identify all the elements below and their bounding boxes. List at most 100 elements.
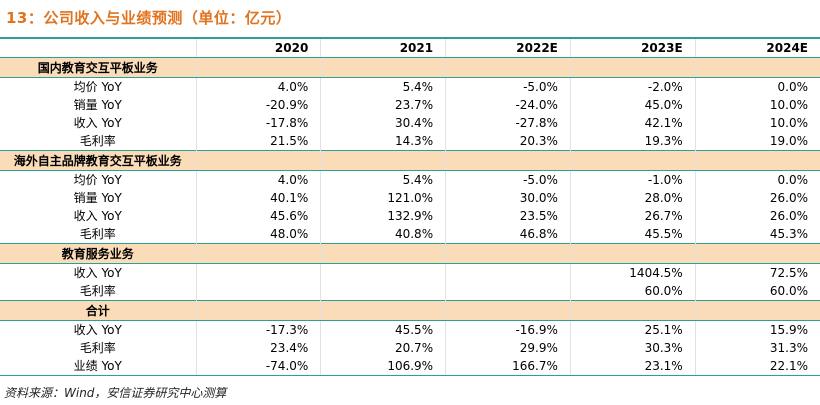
value-cell: 42.1% [570, 114, 696, 132]
table-row: 收入 YoY -17.3% 45.5% -16.9% 25.1% 15.9% [0, 320, 820, 339]
row-label: 销量 YoY [0, 96, 197, 114]
year-header-2021: 2021 [320, 37, 447, 58]
value-cell: 106.9% [320, 357, 447, 376]
value-cell: -17.3% [196, 320, 322, 339]
section-header-row: 教育服务业务 [0, 243, 820, 264]
value-cell: 45.6% [196, 207, 322, 225]
section-header-cell [695, 243, 820, 264]
value-cell: 28.0% [570, 189, 696, 207]
row-label: 毛利率 [0, 282, 197, 301]
table-row: 毛利率 60.0% 60.0% [0, 282, 820, 301]
value-cell: 31.3% [769, 341, 808, 355]
table-row: 销量 YoY -20.9% 23.7% -24.0% 45.0% 10.0% [0, 96, 820, 114]
section-header-cell [320, 300, 447, 321]
source-note: 资料来源：Wind，安信证券研究中心测算 [4, 386, 227, 400]
value-cell: 30.4% [320, 114, 447, 132]
value-cell: 166.7% [445, 357, 571, 376]
value-cell: 4.0% [196, 77, 322, 96]
value-cell: 45.5% [320, 320, 447, 339]
row-label: 业绩 YoY [0, 357, 197, 376]
row-label: 销量 YoY [0, 189, 197, 207]
section-header-cell [570, 300, 696, 321]
section-header-cell [196, 150, 322, 171]
value-cell: 45.5% [570, 225, 696, 244]
value-cell: 20.3% [445, 132, 571, 151]
table-row: 收入 YoY -17.8% 30.4% -27.8% 42.1% 10.0% [0, 114, 820, 132]
value-cell: 46.8% [445, 225, 571, 244]
row-label: 毛利率 [0, 339, 197, 357]
section-header-cell [695, 57, 820, 78]
section-header-cell [695, 300, 820, 321]
section-header-cell [445, 150, 571, 171]
section-header-cell [196, 57, 322, 78]
value-cell: -5.0% [445, 77, 571, 96]
row-label: 均价 YoY [0, 77, 197, 96]
section-header-label: 合计 [0, 300, 197, 321]
value-cell: 0.0% [777, 80, 809, 94]
value-cell: 26.0% [769, 209, 808, 223]
section-header-cell [570, 243, 696, 264]
year-header-2022e: 2022E [445, 37, 571, 58]
value-cell: -24.0% [445, 96, 571, 114]
value-cell: 132.9% [320, 207, 447, 225]
value-cell: -2.0% [570, 77, 696, 96]
value-cell: 22.1% [695, 357, 820, 376]
section-header-label: 国内教育交互平板业务 [0, 57, 197, 78]
value-cell: 26.0% [769, 191, 808, 205]
section-header-cell [320, 57, 447, 78]
value-cell [445, 263, 571, 282]
table-row: 均价 YoY 4.0% 5.4% -5.0% -2.0% 0.0% [0, 77, 820, 96]
value-cell: -27.8% [445, 114, 571, 132]
section-header-row: 国内教育交互平板业务 [0, 57, 820, 78]
table-row: 毛利率 48.0% 40.8% 46.8% 45.5% 45.3% [0, 225, 820, 244]
value-cell: 4.0% [196, 170, 322, 189]
value-cell: -20.9% [196, 96, 322, 114]
table-row: 均价 YoY 4.0% 5.4% -5.0% -1.0% 0.0% [0, 170, 820, 189]
row-label: 毛利率 [0, 225, 197, 244]
section-header-row: 海外自主品牌教育交互平板业务 [0, 150, 820, 171]
value-cell: 21.5% [196, 132, 322, 151]
row-label: 均价 YoY [0, 170, 197, 189]
value-cell: 10.0% [769, 98, 808, 112]
value-cell: 60.0% [570, 282, 696, 301]
value-cell [196, 282, 322, 301]
value-cell: 25.1% [570, 320, 696, 339]
value-cell: 5.4% [320, 77, 447, 96]
section-header-cell [445, 243, 571, 264]
value-cell: 10.0% [769, 116, 808, 130]
row-label: 收入 YoY [0, 263, 197, 282]
value-cell: 14.3% [320, 132, 447, 151]
value-cell: 23.1% [570, 357, 696, 376]
year-header-2023e: 2023E [570, 37, 696, 58]
value-cell: 40.1% [196, 189, 322, 207]
value-cell: 19.0% [769, 134, 808, 148]
value-cell: 0.0% [777, 173, 809, 187]
value-cell: 121.0% [320, 189, 447, 207]
year-header-2024e: 2024E [695, 37, 820, 58]
figure-title: 13：公司收入与业绩预测（单位：亿元） [6, 9, 292, 27]
value-cell: 1404.5% [570, 263, 696, 282]
section-header-cell [570, 57, 696, 78]
table-row: 销量 YoY 40.1% 121.0% 30.0% 28.0% 26.0% [0, 189, 820, 207]
year-header-row: 2020 2021 2022E 2023E 2024E [0, 37, 820, 58]
value-cell: -74.0% [196, 357, 322, 376]
value-cell: 60.0% [769, 284, 808, 298]
value-cell: 26.7% [570, 207, 696, 225]
value-cell: 20.7% [320, 339, 447, 357]
section-header-row: 合计 [0, 300, 820, 321]
value-cell: 19.3% [570, 132, 696, 151]
row-label: 毛利率 [0, 132, 197, 151]
table-row: 收入 YoY 45.6% 132.9% 23.5% 26.7% 26.0% [0, 207, 820, 225]
section-header-cell [445, 57, 571, 78]
value-cell: -1.0% [570, 170, 696, 189]
table-body: 国内教育交互平板业务 均价 YoY 4.0% 5.4% -5.0% -2.0% 0.0% 销量… [0, 57, 820, 376]
value-cell: -17.8% [196, 114, 322, 132]
table-row: 收入 YoY 1404.5% 72.5% [0, 263, 820, 282]
table-row: 毛利率 23.4% 20.7% 29.9% 30.3% 31.3% [0, 339, 820, 357]
value-cell: 15.9% [769, 323, 808, 337]
corner-cell [0, 37, 197, 58]
value-cell: 48.0% [196, 225, 322, 244]
table-row: 毛利率 21.5% 14.3% 20.3% 19.3% 19.0% [0, 132, 820, 151]
value-cell: -16.9% [445, 320, 571, 339]
value-cell: 23.4% [196, 339, 322, 357]
